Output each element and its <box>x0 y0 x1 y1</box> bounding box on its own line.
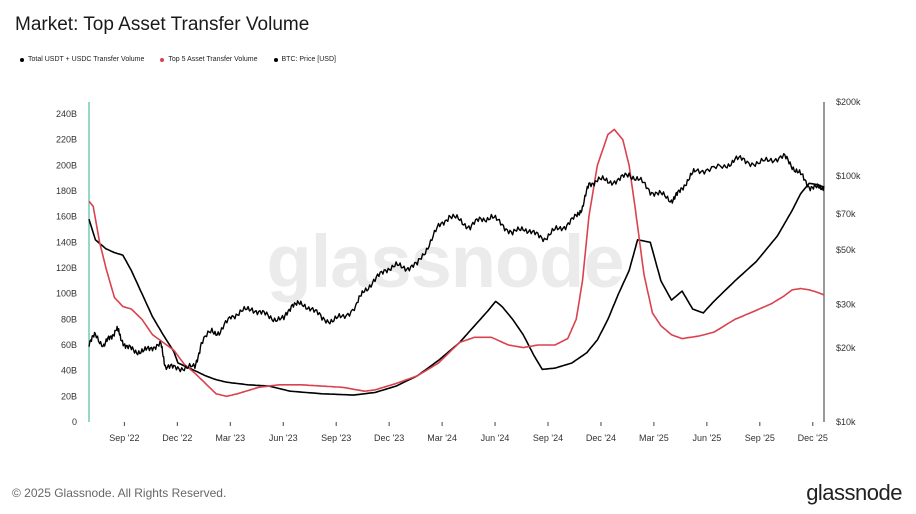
x-tick-label: Mar '23 <box>215 433 245 443</box>
y-right-tick-label: $20k <box>836 343 856 353</box>
series-line-usdt-usdc <box>88 182 825 396</box>
legend-label: Top 5 Asset Transfer Volume <box>168 56 258 63</box>
y-left-tick-label: 240B <box>56 109 77 119</box>
x-tick-label: Sep '25 <box>745 433 775 443</box>
x-tick-label: Dec '23 <box>374 433 404 443</box>
y-right-tick-label: $50k <box>836 245 856 255</box>
chart-legend: Total USDT + USDC Transfer Volume Top 5 … <box>20 56 336 63</box>
y-right-tick-label: $200k <box>836 97 861 107</box>
x-tick-label: Jun '25 <box>692 433 721 443</box>
x-tick-label: Mar '25 <box>639 433 669 443</box>
series-line-top5 <box>88 128 825 398</box>
x-tick-label: Dec '22 <box>162 433 192 443</box>
x-tick-label: Jun '24 <box>481 433 510 443</box>
watermark-text: glassnode <box>267 220 624 303</box>
y-left-tick-label: 180B <box>56 186 77 196</box>
legend-dot-icon <box>20 57 24 62</box>
legend-label: BTC: Price [USD] <box>281 56 336 63</box>
x-tick-label: Sep '22 <box>109 433 139 443</box>
copyright-footer: © 2025 Glassnode. All Rights Reserved. <box>12 486 227 500</box>
glassnode-logo: glassnode <box>806 480 902 505</box>
legend-item-usdt-usdc[interactable]: Total USDT + USDC Transfer Volume <box>20 56 144 63</box>
legend-dot-icon <box>160 57 165 62</box>
y-left-tick-label: 160B <box>56 212 77 222</box>
x-tick-label: Mar '24 <box>427 433 457 443</box>
legend-item-top5[interactable]: Top 5 Asset Transfer Volume <box>160 56 258 63</box>
chart-title: Market: Top Asset Transfer Volume <box>15 14 310 35</box>
y-right-tick-label: $10k <box>836 417 856 427</box>
series-line-btc-price <box>88 152 825 373</box>
x-tick-label: Dec '25 <box>798 433 828 443</box>
y-left-tick-label: 0 <box>72 417 77 427</box>
y-left-tick-label: 120B <box>56 263 77 273</box>
y-left-tick-label: 220B <box>56 135 77 145</box>
y-left-tick-label: 140B <box>56 237 77 247</box>
y-right-tick-label: $100k <box>836 171 861 181</box>
chart-series-lines <box>88 128 825 398</box>
y-left-tick-label: 40B <box>61 366 77 376</box>
y-left-tick-label: 80B <box>61 314 77 324</box>
y-right-tick-label: $70k <box>836 209 856 219</box>
x-tick-label: Dec '24 <box>586 433 616 443</box>
x-tick-label: Sep '23 <box>321 433 351 443</box>
legend-dot-icon <box>273 57 278 62</box>
y-left-tick-label: 200B <box>56 160 77 170</box>
x-tick-label: Sep '24 <box>533 433 563 443</box>
legend-label: Total USDT + USDC Transfer Volume <box>28 56 145 63</box>
y-left-tick-label: 60B <box>61 340 77 350</box>
chart-axes: 0 20B 40B 60B 80B 100B 120B 140B 160B 180B 200B 220… <box>56 97 861 443</box>
x-tick-label: Jun '23 <box>269 433 298 443</box>
y-left-tick-label: 20B <box>61 391 77 401</box>
y-right-tick-label: $30k <box>836 300 856 310</box>
y-left-tick-label: 100B <box>56 289 77 299</box>
legend-item-btc-price[interactable]: BTC: Price [USD] <box>273 56 336 63</box>
